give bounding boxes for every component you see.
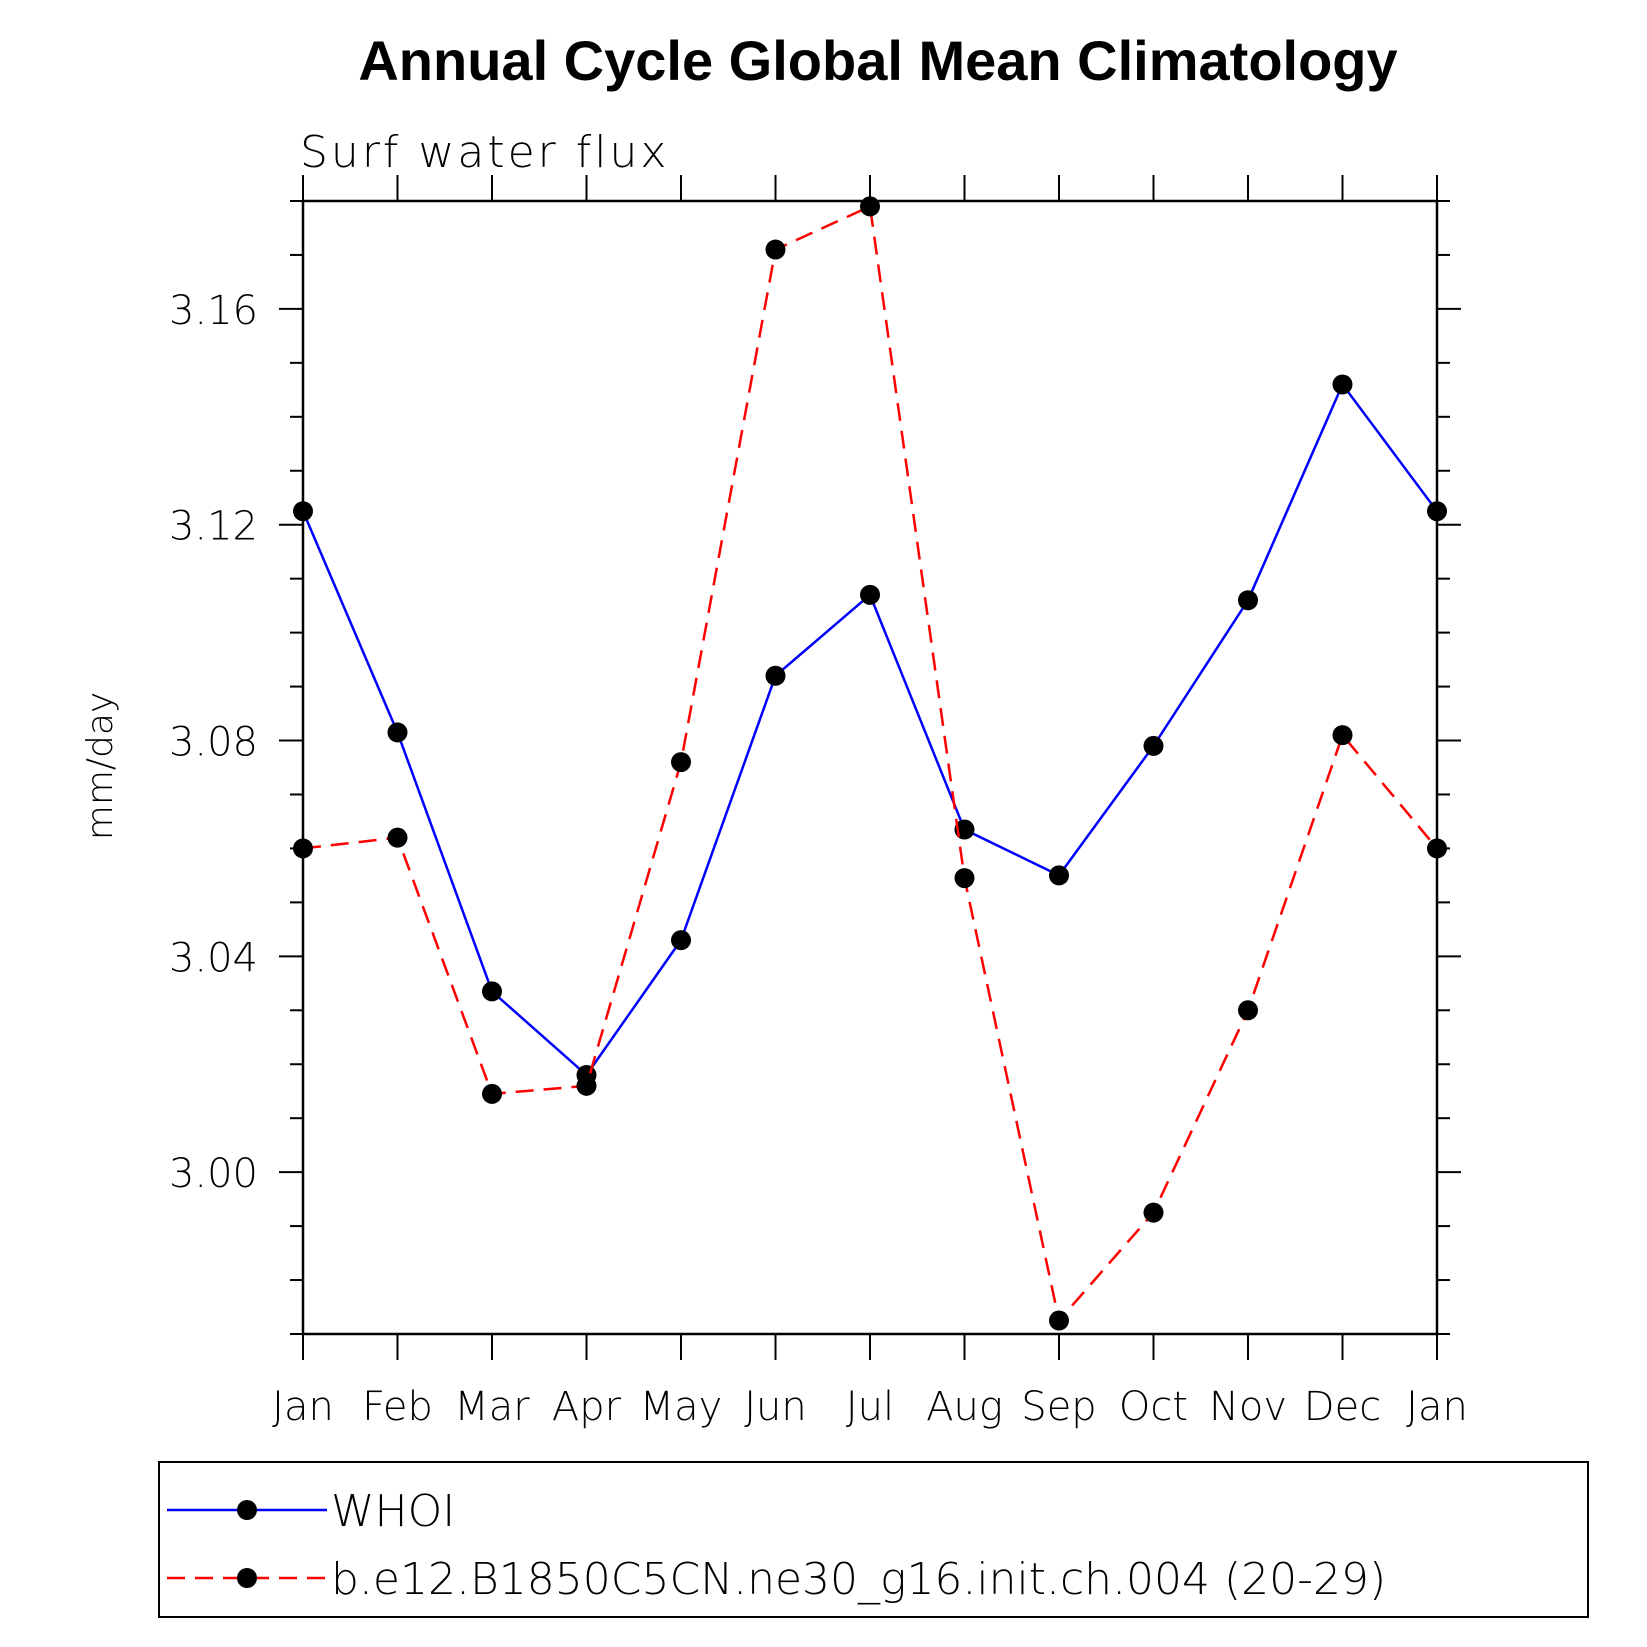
series-line	[302, 204, 1438, 1324]
y-tick-label: 3.00	[169, 1151, 258, 1197]
legend-entry: WHOI	[167, 1486, 455, 1537]
data-point	[860, 584, 880, 605]
series-1	[293, 374, 1447, 1086]
y-tick-label: 3.12	[169, 504, 258, 550]
plot-frame	[301, 199, 1439, 1336]
x-tick-label: Jan	[272, 1384, 334, 1430]
data-point	[1332, 725, 1353, 746]
data-point	[1238, 1000, 1258, 1021]
plot-border	[301, 199, 1439, 1336]
chart-title: Annual Cycle Global Mean Climatology	[358, 29, 1397, 92]
data-point	[1427, 838, 1447, 859]
data-point	[1049, 865, 1069, 886]
legend-label: b.e12.B1850C5CN.ne30_g16.init.ch.004 (20…	[331, 1554, 1386, 1605]
y-tick-label: 3.08	[169, 720, 258, 766]
data-point	[1427, 501, 1447, 522]
legend-box	[158, 1461, 1589, 1618]
series-2	[293, 196, 1447, 1331]
data-point	[671, 752, 691, 773]
data-point	[387, 827, 408, 848]
x-tick-label: Jan	[1406, 1384, 1468, 1430]
series-line	[301, 381, 1439, 1077]
data-point	[1049, 1310, 1069, 1331]
x-tick-label: Jun	[744, 1384, 807, 1430]
x-tick-label: Mar	[454, 1384, 530, 1430]
data-point	[860, 196, 880, 217]
x-tick-label: Aug	[926, 1384, 1003, 1430]
data-point	[1332, 374, 1353, 395]
data-point	[765, 665, 786, 686]
legend: WHOI b.e12.B1850C5CN.ne30_g16.init.ch.004…	[158, 1461, 1589, 1618]
data-point	[671, 930, 691, 951]
legend-entry: b.e12.B1850C5CN.ne30_g16.init.ch.004 (20…	[167, 1554, 1386, 1605]
data-point	[1238, 590, 1258, 611]
x-tick-label: Dec	[1304, 1384, 1381, 1430]
y-axis-ticks: 3.00 3.04 3.08 3.12 3.16	[169, 200, 1461, 1335]
chart-subtitle: Surf water flux	[300, 127, 669, 178]
x-tick-label: Nov	[1209, 1384, 1287, 1430]
data-point	[482, 1083, 502, 1104]
x-tick-label: Feb	[362, 1384, 433, 1430]
x-axis-ticks: Jan Feb Mar Apr May Jun Jul Aug Sep Oct Nov Dec Jan	[272, 175, 1468, 1430]
data-point	[293, 838, 313, 859]
series-layer	[293, 196, 1447, 1331]
data-point	[387, 722, 408, 743]
legend-marker	[237, 1500, 257, 1520]
y-axis-label: mm/day	[80, 692, 121, 840]
x-tick-label: Oct	[1119, 1384, 1188, 1430]
x-tick-label: May	[640, 1384, 723, 1430]
data-point	[293, 501, 313, 522]
data-point	[765, 239, 786, 260]
x-tick-label: Apr	[552, 1384, 622, 1430]
data-point	[954, 868, 975, 889]
data-point	[482, 981, 502, 1002]
data-point	[576, 1075, 597, 1096]
y-tick-label: 3.16	[169, 288, 258, 334]
legend-label: WHOI	[331, 1486, 455, 1537]
x-tick-label: Sep	[1021, 1384, 1096, 1430]
x-tick-label: Jul	[846, 1384, 894, 1430]
legend-marker	[237, 1568, 257, 1588]
data-point	[1143, 1202, 1164, 1223]
y-tick-label: 3.04	[169, 935, 258, 981]
data-point	[1143, 735, 1164, 756]
